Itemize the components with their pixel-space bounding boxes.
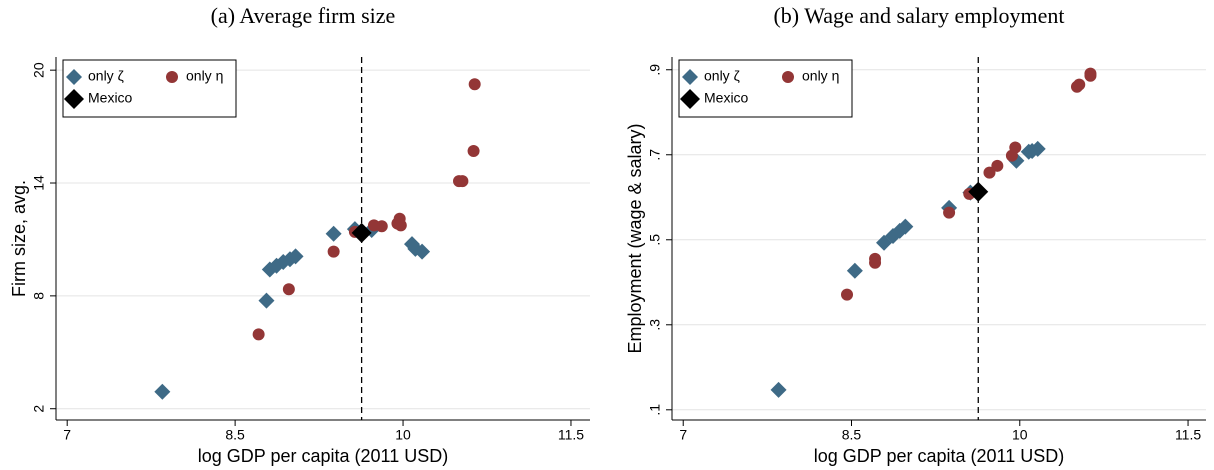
point — [325, 225, 342, 242]
point — [252, 328, 265, 341]
point — [287, 248, 304, 265]
legend-marker — [66, 69, 82, 85]
legend-marker — [682, 69, 698, 85]
point — [394, 219, 407, 232]
point — [468, 78, 481, 91]
point — [407, 240, 424, 257]
point — [991, 159, 1004, 172]
legend-box — [62, 59, 237, 118]
x-tick-label: 7 — [679, 427, 687, 443]
point — [375, 220, 388, 233]
x-tick-label: 8.5 — [225, 427, 245, 443]
point — [1029, 140, 1046, 157]
point — [869, 256, 882, 269]
y-axis-label: Firm size, avg. — [9, 180, 29, 297]
point — [968, 181, 989, 202]
y-tick-label: 20 — [31, 62, 47, 78]
y-tick-label: 14 — [31, 175, 47, 191]
y-tick-label: .5 — [647, 234, 663, 246]
y-axis-label: Employment (wage & salary) — [625, 123, 645, 353]
legend-label: only ζ — [88, 68, 124, 84]
point — [1009, 141, 1022, 154]
point — [897, 218, 914, 235]
point — [983, 166, 996, 179]
x-axis-label: log GDP per capita (2011 USD) — [198, 446, 448, 466]
point — [327, 245, 340, 258]
point — [846, 262, 863, 279]
point — [154, 383, 171, 400]
chart-title: (b) Wage and salary employment — [773, 3, 1064, 28]
y-tick-label: .1 — [647, 404, 663, 416]
legend-marker — [166, 71, 178, 83]
point — [1084, 67, 1097, 80]
legend-marker — [680, 89, 700, 109]
x-axis-label: log GDP per capita (2011 USD) — [814, 446, 1064, 466]
point — [456, 175, 469, 188]
y-tick-label: .7 — [647, 149, 663, 161]
y-tick-label: .9 — [647, 64, 663, 76]
legend-label: Mexico — [704, 90, 749, 106]
legend-label: Mexico — [88, 90, 133, 106]
legend-label: only ζ — [704, 68, 740, 84]
point — [770, 381, 787, 398]
chart-title: (a) Average firm size — [211, 3, 396, 28]
x-tick-label: 11.5 — [1175, 427, 1201, 443]
y-tick-label: 2 — [31, 405, 47, 413]
y-tick-label: 8 — [31, 292, 47, 300]
legend-label: only η — [802, 68, 839, 84]
point — [414, 243, 431, 260]
legend-marker — [64, 89, 84, 109]
x-tick-label: 7 — [63, 427, 71, 443]
point — [258, 292, 275, 309]
y-tick-label: .3 — [647, 319, 663, 331]
point — [943, 206, 956, 219]
legend-label: only η — [186, 68, 223, 84]
x-tick-label: 8.5 — [842, 427, 862, 443]
x-tick-label: 10 — [1012, 427, 1028, 443]
point — [841, 288, 854, 301]
x-tick-label: 11.5 — [558, 427, 584, 443]
point — [282, 283, 295, 296]
point — [351, 222, 372, 243]
legend-marker — [782, 71, 794, 83]
point — [1073, 78, 1086, 91]
point — [467, 145, 480, 158]
legend-box — [678, 59, 853, 118]
x-tick-label: 10 — [395, 427, 411, 443]
